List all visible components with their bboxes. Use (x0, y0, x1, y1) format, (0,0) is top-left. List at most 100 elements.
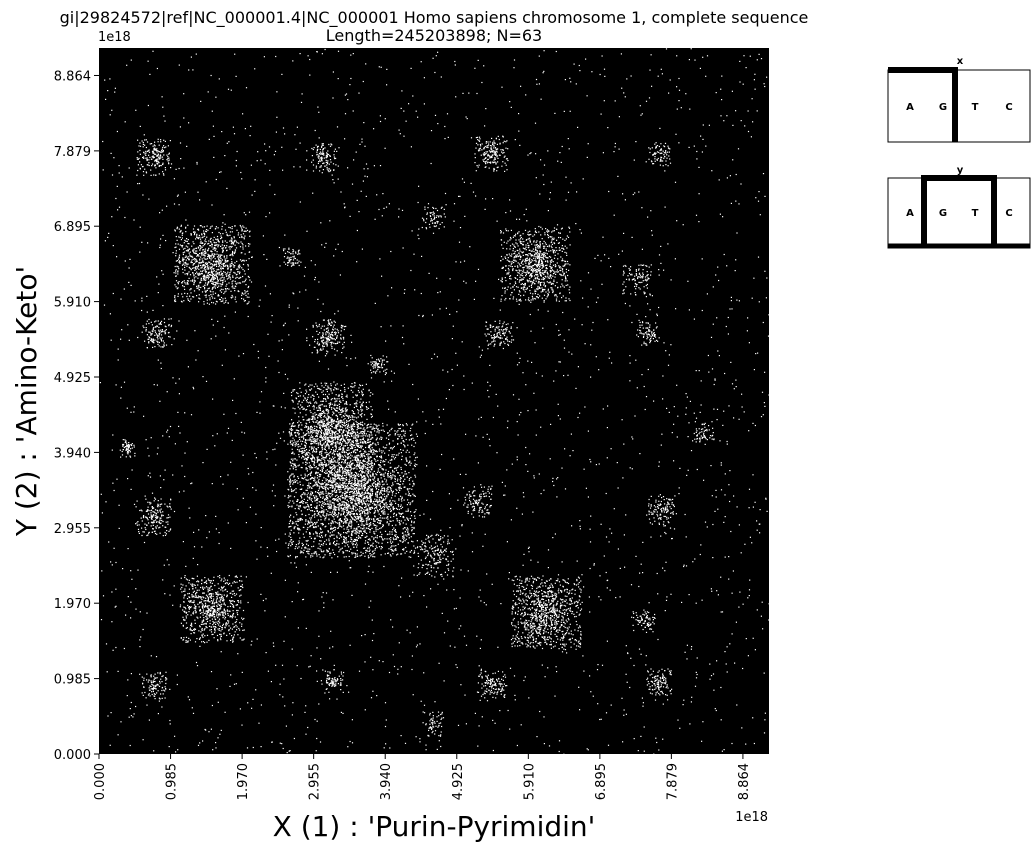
scatter-point-2203 (327, 483, 330, 486)
scatter-point-2079 (334, 510, 336, 512)
scatter-point-1177 (346, 518, 348, 520)
scatter-point-1642 (339, 446, 341, 448)
scatter-point-1129 (378, 546, 381, 548)
scatter-point-4156 (331, 426, 333, 428)
scatter-point-3480 (317, 444, 319, 446)
scatter-point-4985 (226, 241, 228, 244)
scatter-point-355 (370, 488, 372, 490)
scatter-point-2980 (369, 438, 371, 440)
scatter-point-1993 (303, 526, 305, 529)
scatter-point-1489 (378, 499, 380, 501)
scatter-point-4442 (185, 250, 187, 252)
scatter-point-618 (356, 553, 358, 555)
scatter-point-1758 (332, 511, 334, 513)
scatter-point-1275 (408, 502, 410, 504)
scatter-point-988 (344, 494, 346, 496)
scatter-point-3130 (315, 443, 317, 445)
scatter-point-1706 (387, 552, 390, 554)
scatter-point-1249 (345, 430, 347, 432)
scatter-point-1827 (345, 435, 347, 437)
scatter-point-847 (414, 495, 416, 497)
scatter-point-4523 (214, 281, 217, 283)
scatter-point-3651 (317, 423, 319, 425)
scatter-point-2662 (340, 477, 342, 479)
scatter-point-2310 (300, 500, 302, 502)
scatter-point-2777 (321, 448, 324, 450)
scatter-point-2674 (383, 430, 385, 432)
scatter-point-2133 (356, 442, 359, 444)
scatter-point-2468 (393, 538, 395, 541)
scatter-point-3002 (342, 467, 344, 469)
scatter-point-1800 (343, 507, 345, 509)
scatter-point-4252 (221, 274, 223, 276)
scatter-point-4835 (205, 279, 207, 281)
scatter-point-4966 (192, 279, 194, 281)
scatter-point-347 (368, 507, 370, 509)
scatter-point-3433 (319, 405, 321, 407)
scatter-point-804 (329, 471, 331, 473)
scatter-point-150 (295, 435, 297, 437)
scatter-point-1582 (322, 469, 324, 471)
scatter-point-3349 (351, 410, 353, 412)
scatter-point-4162 (337, 423, 339, 425)
scatter-point-3345 (309, 389, 311, 391)
scatter-point-3120 (318, 492, 320, 494)
y-exponent-label: 1e18 (98, 30, 131, 45)
scatter-point-1027 (300, 501, 302, 504)
scatter-point-1763 (356, 426, 358, 428)
scatter-point-267 (361, 492, 363, 494)
scatter-point-4213 (308, 439, 310, 441)
scatter-point-104 (366, 463, 368, 465)
scatter-point-2575 (359, 508, 361, 510)
scatter-point-2982 (391, 548, 393, 551)
scatter-point-2571 (370, 555, 372, 557)
scatter-point-3576 (325, 435, 327, 438)
scatter-point-4618 (248, 296, 250, 298)
scatter-point-1402 (316, 468, 318, 470)
scatter-point-439 (292, 490, 294, 492)
scatter-point-1725 (337, 433, 339, 435)
scatter-point-3515 (343, 440, 345, 442)
scatter-point-496 (317, 547, 319, 549)
scatter-point-2344 (370, 490, 372, 492)
scatter-point-3112 (308, 513, 310, 516)
scatter-point-4024 (348, 420, 350, 422)
scatter-point-1715 (353, 513, 355, 516)
scatter-point-4262 (199, 238, 202, 240)
scatter-point-972 (318, 488, 320, 490)
scatter-point-350 (379, 496, 382, 498)
scatter-point-2574 (354, 493, 356, 495)
scatter-point-4470 (206, 302, 208, 304)
scatter-point-3030 (299, 484, 301, 486)
scatter-point-148 (339, 471, 341, 473)
scatter-point-4708 (234, 298, 236, 300)
scatter-point-699 (396, 480, 399, 482)
scatter-point-4960 (215, 260, 217, 263)
scatter-point-339 (391, 531, 393, 533)
scatter-point-2857 (342, 525, 345, 527)
scatter-point-2682 (306, 494, 308, 496)
scatter-point-397 (336, 506, 338, 508)
scatter-point-2967 (358, 435, 360, 437)
scatter-point-1248 (323, 477, 325, 479)
scatter-point-2393 (321, 501, 323, 503)
scatter-point-3357 (334, 403, 336, 405)
scatter-point-4794 (236, 229, 238, 231)
scatter-point-2064 (369, 528, 371, 530)
scatter-point-3259 (309, 432, 311, 434)
scatter-point-830 (389, 503, 392, 505)
scatter-point-1225 (310, 436, 312, 438)
scatter-point-4789 (199, 259, 201, 261)
scatter-point-953 (321, 452, 323, 454)
scatter-point-4456 (212, 270, 214, 273)
scatter-point-3183 (349, 487, 351, 489)
scatter-point-2465 (338, 489, 341, 491)
scatter-point-4879 (195, 276, 197, 278)
scatter-point-118 (360, 477, 363, 479)
scatter-point-2300 (329, 458, 331, 460)
scatter-point-2995 (320, 496, 322, 498)
scatter-point-3942 (350, 385, 352, 387)
scatter-point-194 (350, 457, 352, 459)
scatter-point-3350 (300, 440, 302, 442)
scatter-point-4031 (344, 425, 346, 427)
